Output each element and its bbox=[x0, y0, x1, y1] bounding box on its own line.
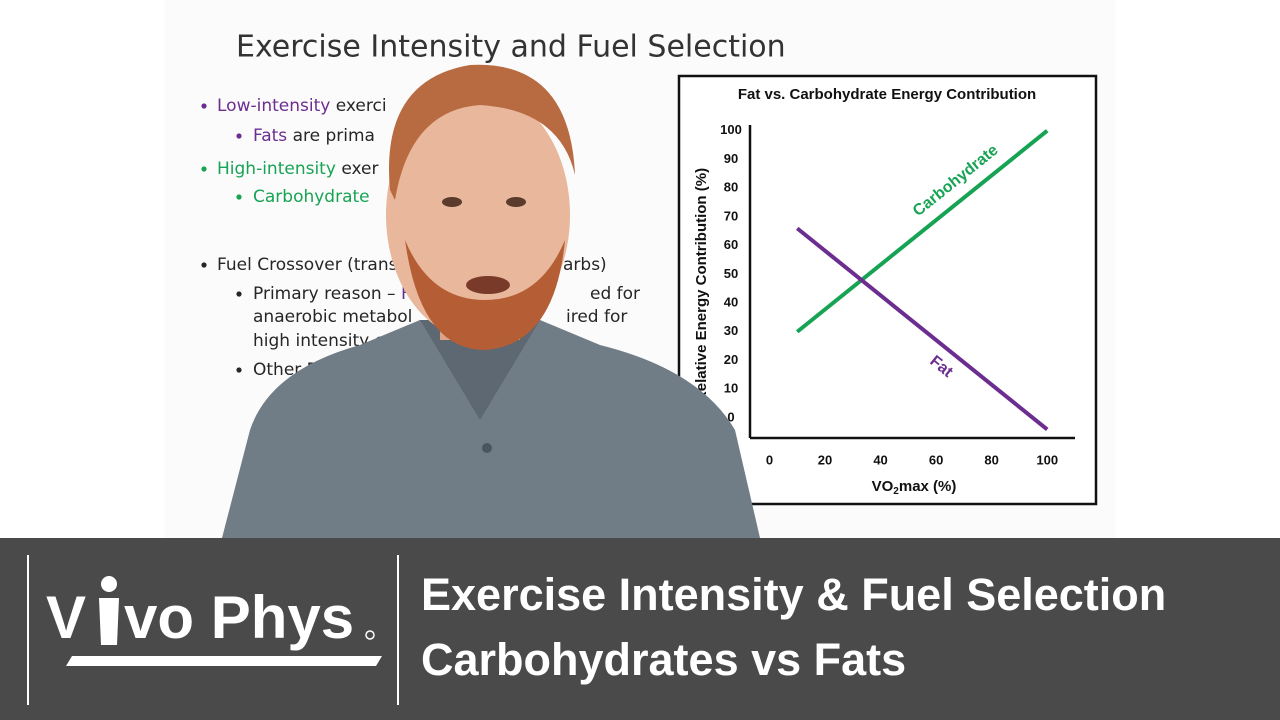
bullet-text: High-intensity exer bbox=[217, 159, 378, 179]
y-axis-label: Relative Energy Contribution (%) bbox=[693, 168, 710, 402]
slide-title: Exercise Intensity and Fuel Selection bbox=[236, 30, 786, 65]
text-run: exer bbox=[336, 159, 379, 179]
logo-text: vo Phys bbox=[124, 584, 354, 651]
eye bbox=[506, 197, 526, 207]
eye bbox=[442, 197, 462, 207]
y-tick-label: 80 bbox=[724, 180, 738, 195]
text-run: max (%) bbox=[899, 478, 957, 495]
hair bbox=[389, 64, 575, 201]
y-tick-label: 100 bbox=[720, 122, 742, 137]
text-run: 2 bbox=[893, 486, 899, 497]
bullet-text: Fuel Crossover (transit bbox=[217, 255, 409, 275]
bullet bbox=[201, 103, 207, 109]
bullet-text: ired for bbox=[566, 307, 627, 327]
x-tick-label: 100 bbox=[1036, 452, 1058, 467]
button bbox=[482, 443, 492, 453]
logo-head bbox=[101, 576, 117, 592]
x-tick-label: 60 bbox=[929, 452, 943, 467]
logo-icon bbox=[99, 576, 119, 645]
y-tick-label: 30 bbox=[724, 323, 738, 338]
text-run: High-intensity bbox=[217, 159, 336, 179]
logo-underline bbox=[66, 656, 382, 666]
collar bbox=[420, 320, 540, 420]
y-tick-label: 60 bbox=[724, 237, 738, 252]
bullet-text: Fats are prima bbox=[253, 126, 375, 146]
banner-subtitle: Carbohydrates vs Fats bbox=[421, 634, 906, 685]
y-tick-label: 40 bbox=[724, 294, 738, 309]
text-run: VO bbox=[872, 478, 894, 495]
text-run: Primary reason – bbox=[253, 284, 401, 304]
logo-text: V bbox=[46, 584, 86, 651]
y-tick-label: 20 bbox=[724, 352, 738, 367]
x-tick-label: 20 bbox=[818, 452, 832, 467]
x-axis-label: VO2max (%) bbox=[872, 478, 957, 497]
text-run: Fats bbox=[253, 126, 287, 146]
beard bbox=[405, 240, 565, 350]
presenter bbox=[222, 64, 760, 538]
series-line bbox=[795, 226, 1049, 431]
series-line bbox=[795, 129, 1049, 334]
bullet-text: Carbohydrate bbox=[253, 187, 370, 207]
bullet-text: anaerobic metabol bbox=[253, 307, 412, 327]
head bbox=[386, 90, 570, 340]
text-run: are prima bbox=[287, 126, 375, 146]
banner bbox=[0, 538, 1280, 720]
text-run: exerci bbox=[330, 96, 386, 116]
x-tick-label: 40 bbox=[873, 452, 887, 467]
bullet bbox=[236, 133, 242, 139]
shirt bbox=[222, 320, 760, 538]
bullet bbox=[201, 262, 207, 268]
bullet-text: Primary reason – Fa bbox=[253, 284, 420, 304]
bullet bbox=[201, 166, 207, 172]
x-tick-label: 0 bbox=[766, 452, 773, 467]
y-tick-label: 90 bbox=[724, 151, 738, 166]
y-tick-label: 70 bbox=[724, 208, 738, 223]
text-run: Low-intensity bbox=[217, 96, 330, 116]
bullet-text: Low-intensity exerci bbox=[217, 96, 387, 116]
bullet bbox=[236, 367, 242, 373]
x-tick-label: 80 bbox=[984, 452, 998, 467]
y-tick-label: 0 bbox=[727, 409, 734, 424]
chart-title: Fat vs. Carbohydrate Energy Contribution bbox=[738, 86, 1036, 103]
banner-title: Exercise Intensity & Fuel Selection bbox=[421, 569, 1166, 620]
y-tick-label: 10 bbox=[724, 381, 738, 396]
bullet-text: ed for bbox=[590, 284, 640, 304]
registered-mark bbox=[365, 630, 375, 640]
bullet-text: arbs) bbox=[563, 255, 607, 275]
y-tick-label: 50 bbox=[724, 266, 738, 281]
logo-body bbox=[99, 598, 119, 645]
mouth bbox=[466, 276, 510, 294]
bullet bbox=[236, 194, 242, 200]
bullet bbox=[236, 291, 242, 297]
